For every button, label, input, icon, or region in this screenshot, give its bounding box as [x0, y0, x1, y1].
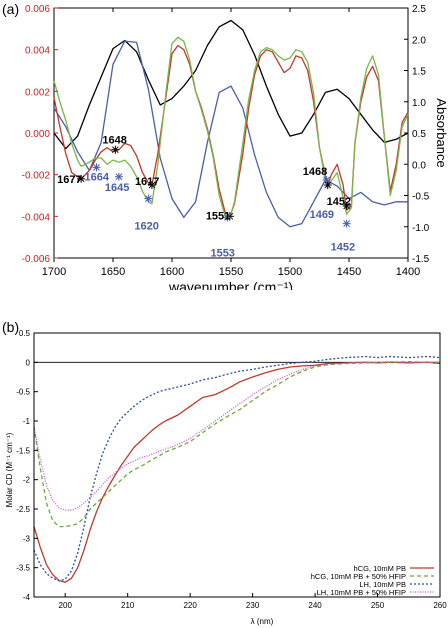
legend-label: hCG, 10mM PB + 50% HFIP [311, 572, 406, 581]
peak-marker-black [77, 174, 86, 183]
y-tick-label-right-a: -1.0 [412, 223, 430, 234]
y-tick-label-right-a: 1.5 [412, 67, 426, 78]
y-tick-label-b: -2.5 [16, 505, 30, 514]
x-tick-label-a: 1500 [278, 266, 302, 278]
ticks-layer-b: 200 210 220 230 240 250 260 0.5 0 -0.5 -1 -1.5 -2 -2.… [16, 329, 447, 610]
y-tick-label-left-a: -0.004 [22, 212, 51, 223]
y-tick-label-b: -1 [23, 417, 31, 426]
y-tick-label-right-a: 1.0 [412, 98, 426, 109]
peak-marker-blue [342, 219, 351, 228]
peak-label: 1620 [134, 221, 158, 233]
peak-marker-blue [92, 163, 101, 172]
y-tick-label-b: 0.5 [19, 329, 31, 338]
peak-label: 1551 [206, 210, 230, 222]
panel-a-label: (a) [2, 1, 19, 17]
series-line-a-1 [53, 40, 408, 228]
series-line-b-0 [33, 361, 441, 583]
peak-marker-black [111, 145, 120, 154]
x-axis-label-a: wavenumber (cm⁻¹) [168, 279, 293, 290]
y-tick-label-right-a: 0.5 [412, 129, 426, 140]
peak-marker-black [323, 181, 332, 190]
peak-label: 1645 [105, 182, 129, 194]
peak-marker-black [147, 181, 156, 190]
x-tick-label-a: 1650 [101, 266, 125, 278]
plot-frame-a [53, 7, 409, 259]
peak-label: 1468 [303, 166, 327, 178]
x-tick-label-b: 260 [433, 601, 447, 610]
y-tick-label-left-a: 0.002 [25, 87, 50, 98]
y-tick-label-left-a: -0.006 [22, 254, 51, 265]
series-line-b-1 [33, 361, 440, 528]
y-tick-label-left-a: 0.004 [25, 46, 50, 57]
peak-label: 1553 [210, 247, 234, 259]
x-tick-label-b: 210 [121, 601, 135, 610]
x-tick-label-a: 1450 [337, 266, 361, 278]
x-tick-label-a: 1550 [219, 266, 243, 278]
peak-label: 1664 [84, 171, 109, 183]
series-line-a-3 [53, 36, 409, 220]
peak-label: 1617 [135, 176, 159, 188]
x-tick-label-b: 240 [308, 601, 322, 610]
y-tick-label-right-a: -1.5 [412, 254, 430, 265]
y-tick-label-b: -3 [23, 534, 31, 543]
x-tick-label-b: 200 [59, 601, 73, 610]
y-tick-label-right-a: 2.5 [412, 4, 426, 15]
series-layer-a [53, 19, 409, 228]
y-tick-label-right-a: -0.5 [412, 192, 430, 203]
y-axis-label-b: Molar CD (M⁻¹ cm⁻¹) [5, 432, 14, 507]
x-tick-label-a: 1600 [160, 266, 184, 278]
y-tick-label-b: -4 [23, 593, 31, 602]
markers-layer-a [77, 145, 351, 228]
y-tick-label-b: -2 [23, 476, 31, 485]
peak-label: 1452 [331, 242, 355, 254]
series-line-b-2 [33, 355, 441, 582]
y-tick-label-b: 0 [26, 358, 31, 367]
series-line-a-0 [53, 19, 409, 150]
peak-marker-blue [223, 213, 232, 222]
x-tick-label-b: 220 [183, 601, 197, 610]
legend-label: LH, 10mM PB + 50% HFIP [317, 588, 406, 597]
series-line-b-3 [33, 361, 440, 511]
peak-marker-black [342, 201, 351, 210]
plot-frame-b [33, 332, 441, 598]
x-tick-label-b: 230 [246, 601, 260, 610]
peak-marker-blue [144, 194, 153, 203]
series-layer-b [33, 355, 441, 583]
ticks-layer-a: 1700 1650 1600 1550 1500 1450 1400 0.006 0.004 0.… [22, 4, 430, 278]
panel-b-label: (b) [2, 319, 19, 335]
y-tick-label-b: -0.5 [16, 388, 30, 397]
y-tick-label-b: -1.5 [16, 446, 30, 455]
peak-marker-blue [114, 172, 123, 181]
x-tick-label-a: 1400 [396, 266, 420, 278]
y-tick-label-b: -3.5 [16, 564, 30, 573]
peak-label: 1452 [327, 196, 351, 208]
x-tick-label-b: 250 [371, 601, 385, 610]
y-tick-label-right-a: 0.0 [412, 160, 426, 171]
peak-label: 1648 [102, 135, 126, 147]
y-tick-label-left-a: 0.000 [25, 129, 50, 140]
peak-label: 1677 [57, 174, 81, 186]
y-tick-label-right-a: 2.0 [412, 35, 426, 46]
peak-label: 1469 [310, 209, 334, 221]
legend-label: hCG, 10mM PB [353, 564, 406, 573]
ftir-chart: (a) 1700 1650 1600 1550 1500 1450 1400 0.006 0.0… [2, 1, 448, 290]
y-axis-label-right-a: Absorbance [434, 98, 448, 167]
y-tick-label-left-a: -0.002 [22, 171, 51, 182]
x-tick-label-a: 1700 [42, 266, 66, 278]
y-tick-label-left-a: 0.006 [25, 4, 50, 15]
legend-label: LH, 10mM PB [359, 580, 406, 589]
peak-marker-blue [322, 175, 331, 184]
x-axis-label-b: λ (nm) [251, 617, 274, 626]
